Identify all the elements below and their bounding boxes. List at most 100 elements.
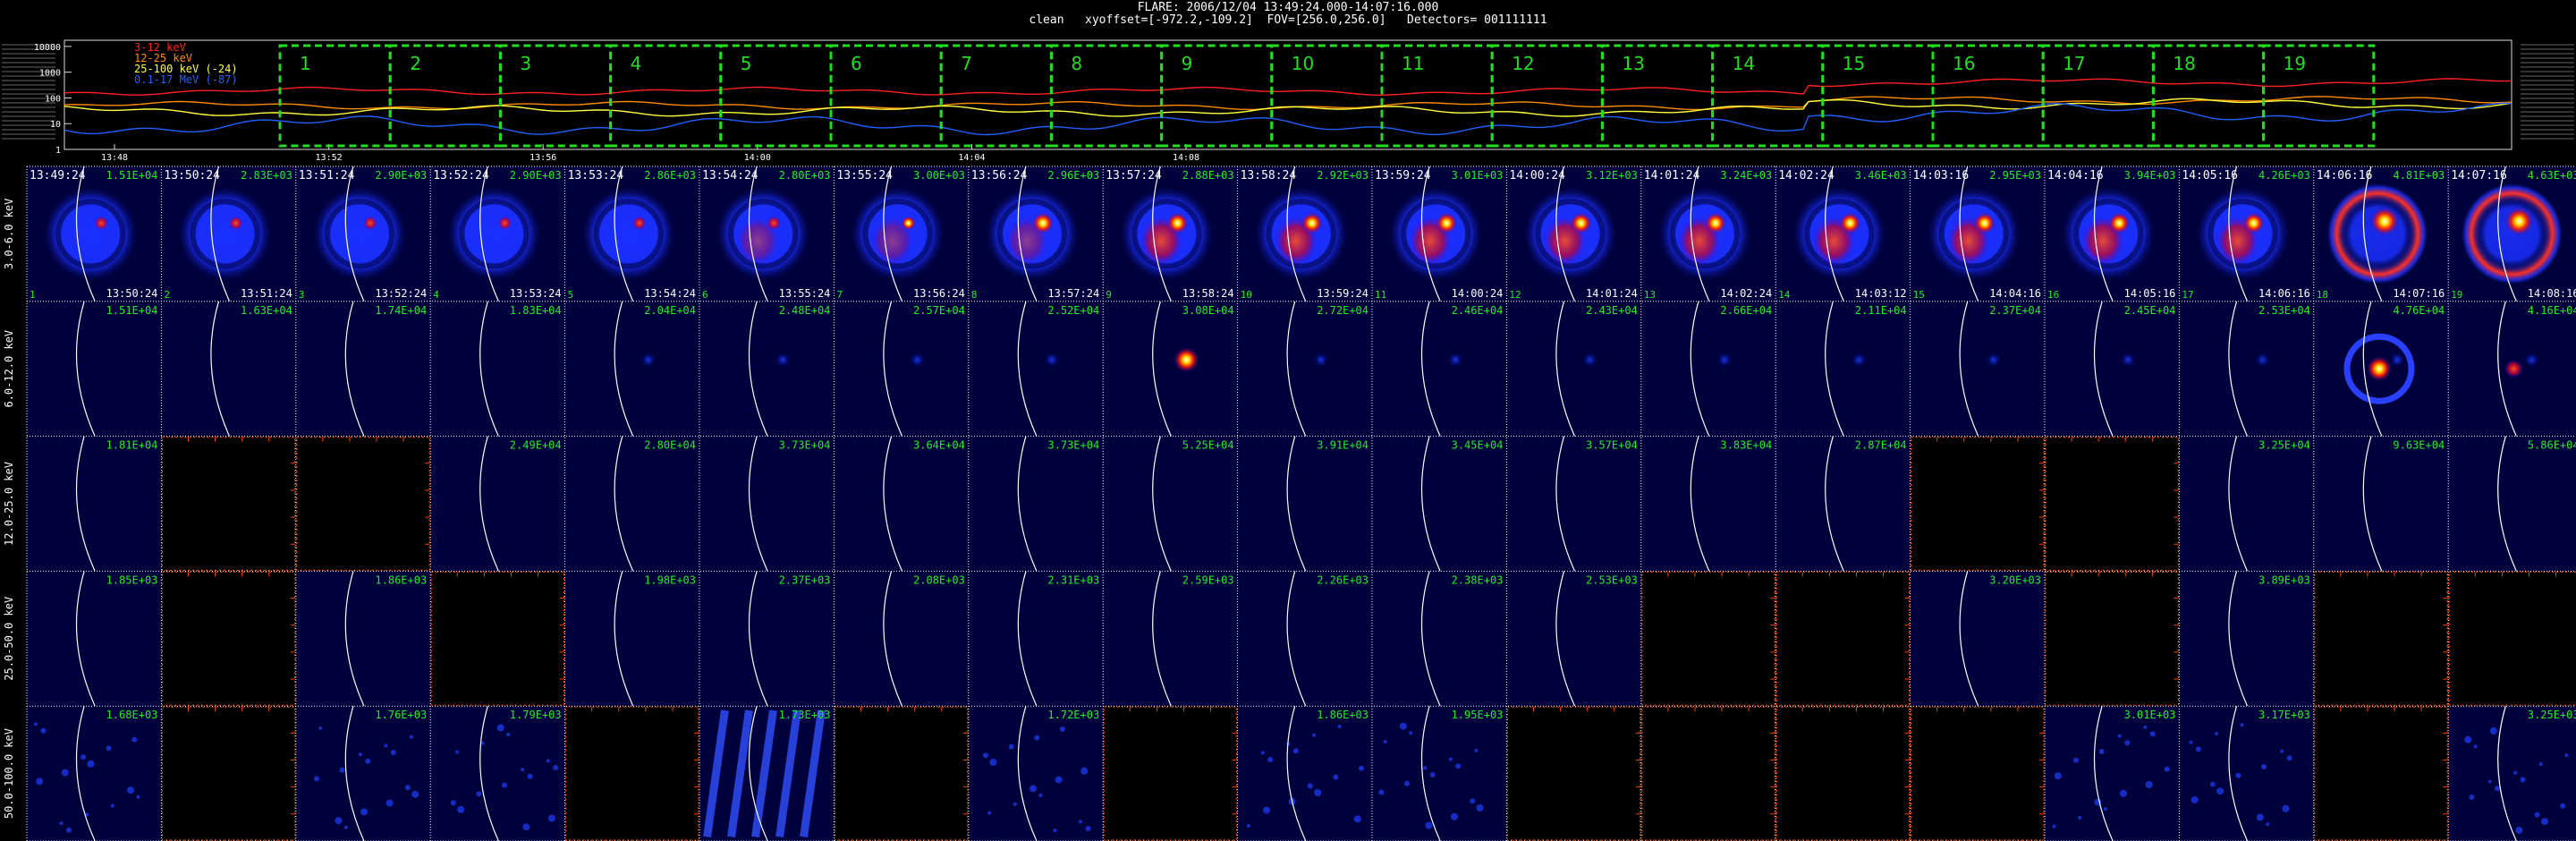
empty-cell-axes	[2448, 571, 2576, 706]
interval-number: 5	[741, 53, 752, 74]
solar-limb	[1690, 166, 1710, 302]
start-time: 13:59:24	[1375, 169, 1431, 183]
noise-speck	[2120, 789, 2127, 797]
cell-background	[295, 301, 431, 437]
peak-value: 4.76E+04	[2393, 304, 2445, 317]
cell-background	[1237, 301, 1372, 437]
end-time: 14:06:16	[2258, 287, 2310, 300]
cell-background	[834, 706, 969, 841]
image-cell: 2.72E+04	[1237, 301, 1372, 437]
image-cell: 2.37E+03	[699, 571, 835, 707]
solar-limb	[1555, 166, 1576, 302]
peak-value: 1.68E+03	[106, 709, 158, 721]
image-cell	[295, 436, 431, 572]
solar-limb	[1555, 571, 1576, 707]
empty-cell-axes	[2045, 571, 2179, 706]
noise-speck	[983, 752, 988, 759]
peak-value: 1.83E+04	[510, 304, 562, 317]
cell-background	[699, 301, 835, 437]
image-cell: 2.37E+04	[1910, 301, 2045, 437]
cell-background	[1372, 706, 1507, 841]
image-cell: 3.57E+04	[1506, 436, 1641, 572]
interval-index: 5	[568, 289, 574, 301]
solar-limb	[614, 571, 634, 707]
cell-background	[2179, 436, 2314, 572]
compact-source	[640, 353, 656, 368]
image-cell: 4.16E+04	[2448, 301, 2576, 437]
noise-speck	[1079, 820, 1082, 824]
image-cell: 1.86E+03	[1237, 706, 1372, 841]
compact-source	[1174, 347, 1199, 373]
peak-value: 2.53E+04	[2258, 304, 2310, 317]
lightcurve-series	[64, 78, 2512, 97]
noise-speck	[1053, 828, 1057, 833]
cell-background	[968, 436, 1104, 572]
noise-speck	[2103, 807, 2107, 811]
peak-value: 1.86E+03	[375, 573, 427, 586]
peak-value: 1.79E+03	[510, 709, 562, 721]
cell-background	[1910, 301, 2045, 437]
peak-value: 2.53E+03	[1586, 573, 1638, 586]
peak-value: 3.00E+03	[913, 169, 965, 182]
empty-cell-axes	[296, 437, 430, 572]
solar-limb	[748, 166, 768, 302]
interval-number: 19	[2284, 53, 2306, 74]
noise-speck	[2189, 740, 2193, 744]
image-cell: 2.57E+04	[834, 301, 969, 437]
image-cell: 2.90E+03 13:51:24 13:52:24 3	[295, 166, 431, 302]
image-cell: 3.20E+03	[1910, 571, 2045, 707]
interval-index: 17	[2182, 289, 2193, 301]
solar-limb	[2093, 166, 2114, 302]
noise-speck	[1399, 722, 1407, 730]
image-cell: 1.86E+03	[295, 571, 431, 707]
peak-value: 5.86E+04	[2528, 439, 2576, 452]
x-tick-label: 13:48	[101, 153, 128, 163]
peak-value: 2.37E+04	[1989, 304, 2041, 317]
solar-limb	[479, 706, 499, 841]
peak-value: 3.25E+03	[2528, 709, 2576, 721]
peak-value: 2.08E+03	[913, 573, 965, 586]
energy-band-label: 6.0-12.0 keV	[3, 330, 15, 408]
solar-limb	[883, 301, 903, 437]
solar-limb	[75, 436, 96, 572]
image-cell: 3.45E+04	[1372, 436, 1507, 572]
image-cell: 2.49E+04	[430, 436, 565, 572]
peak-value: 1.95E+03	[1452, 709, 1504, 721]
peak-value: 1.98E+03	[644, 573, 696, 586]
image-cell: 1.74E+04	[295, 301, 431, 437]
disk-gap	[2073, 199, 2144, 269]
peak-value: 2.43E+04	[1586, 304, 1638, 317]
cell-background	[1237, 706, 1372, 841]
peak-value: 2.38E+03	[1452, 573, 1504, 586]
hot-source	[1301, 212, 1323, 234]
end-time: 13:54:24	[644, 287, 696, 300]
peak-value: 1.74E+04	[375, 304, 427, 317]
noise-speck	[553, 765, 559, 770]
noise-speck	[1425, 821, 1433, 829]
noise-speck	[502, 782, 507, 788]
noise-speck	[1059, 726, 1065, 732]
noise-speck	[1359, 765, 1364, 771]
image-cell: 3.73E+04	[699, 436, 835, 572]
cell-background	[2045, 706, 2180, 841]
noise-speck	[2560, 803, 2566, 809]
noise-speck	[2513, 770, 2518, 775]
noise-speck	[527, 773, 533, 779]
cell-background	[1372, 436, 1507, 572]
peak-value: 1.51E+04	[106, 304, 158, 317]
peak-value: 2.80E+03	[779, 169, 831, 182]
solar-limb	[748, 436, 768, 572]
peak-value: 3.24E+03	[1720, 169, 1772, 182]
empty-cell-axes	[1103, 706, 1238, 841]
image-cell: 4.63E+03 14:07:16 14:08:16 19	[2448, 166, 2576, 302]
interval-number: 7	[961, 53, 972, 74]
cell-background	[295, 706, 431, 841]
start-time: 13:53:24	[568, 169, 624, 183]
image-cell: 3.94E+03 14:04:16 14:05:16 16	[2045, 166, 2180, 302]
empty-cell-axes	[1641, 706, 1775, 841]
compact-source	[2121, 353, 2136, 368]
cell-background	[2448, 571, 2576, 707]
legend-entry: 0.1-17 MeV (-87)	[134, 73, 238, 86]
solar-limb	[1152, 571, 1172, 707]
